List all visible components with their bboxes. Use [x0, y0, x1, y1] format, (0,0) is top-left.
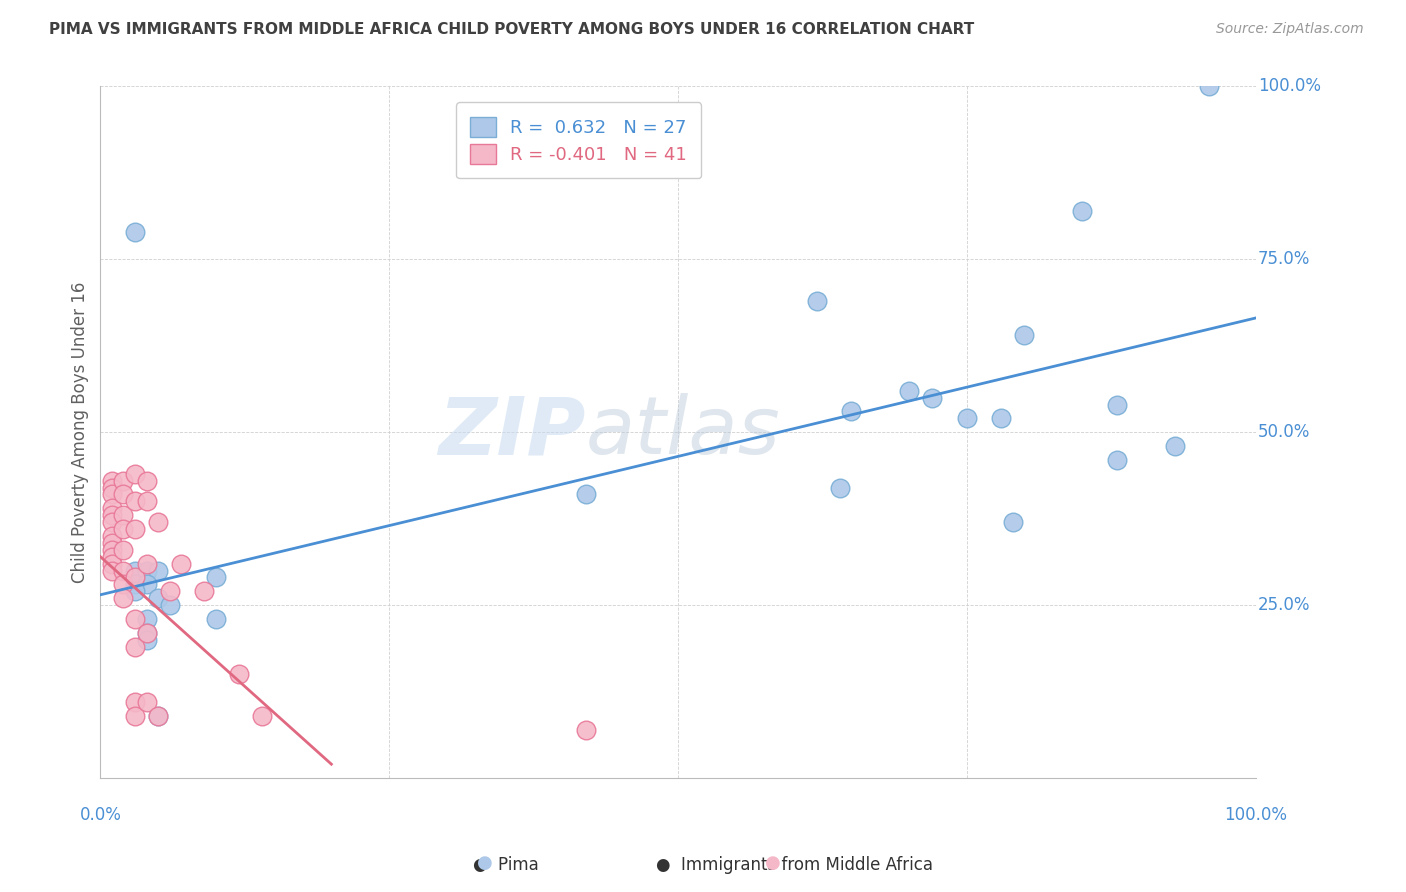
Text: 100.0%: 100.0%: [1225, 805, 1286, 823]
Point: [1001, 515, 1024, 529]
Point: [159, 598, 181, 612]
Point: [146, 708, 169, 723]
Point: [205, 570, 228, 584]
Point: [124, 612, 146, 626]
Point: [897, 384, 920, 398]
Point: [101, 542, 124, 557]
Point: [124, 584, 146, 599]
Point: [1014, 328, 1036, 343]
Point: [146, 564, 169, 578]
Point: [101, 536, 124, 550]
Point: [112, 564, 135, 578]
Point: [124, 695, 146, 709]
Point: [124, 522, 146, 536]
Point: [124, 564, 146, 578]
Point: [135, 625, 157, 640]
Point: [112, 487, 135, 501]
Point: [159, 584, 181, 599]
Point: [112, 591, 135, 606]
Point: [1198, 79, 1220, 94]
Point: [112, 542, 135, 557]
Text: ●  Pima: ● Pima: [474, 856, 538, 874]
Point: [135, 625, 157, 640]
Point: [990, 411, 1012, 425]
Point: [124, 577, 146, 591]
Point: [124, 640, 146, 654]
Point: [839, 404, 862, 418]
Text: 100.0%: 100.0%: [1258, 78, 1320, 95]
Point: [1105, 453, 1128, 467]
Text: 0.0%: 0.0%: [79, 805, 121, 823]
Point: [806, 293, 828, 308]
Point: [956, 411, 979, 425]
Text: ●  Immigrants from Middle Africa: ● Immigrants from Middle Africa: [655, 856, 934, 874]
Point: [146, 515, 169, 529]
Text: ZIP: ZIP: [439, 393, 585, 471]
Point: [574, 723, 596, 737]
Point: [135, 612, 157, 626]
Legend: R =  0.632   N = 27, R = -0.401   N = 41: R = 0.632 N = 27, R = -0.401 N = 41: [456, 103, 702, 178]
Point: [101, 487, 124, 501]
Point: [1071, 203, 1094, 218]
Point: [1163, 439, 1185, 453]
Point: [1105, 398, 1128, 412]
Y-axis label: Child Poverty Among Boys Under 16: Child Poverty Among Boys Under 16: [72, 282, 89, 582]
Point: [135, 632, 157, 647]
Point: [101, 481, 124, 495]
Point: [101, 501, 124, 516]
Point: [250, 708, 273, 723]
Point: [101, 557, 124, 571]
Text: atlas: atlas: [585, 393, 780, 471]
Point: [112, 522, 135, 536]
Point: [124, 708, 146, 723]
Point: [921, 391, 943, 405]
Point: [112, 474, 135, 488]
Point: [124, 467, 146, 481]
Text: 50.0%: 50.0%: [1258, 423, 1310, 442]
Point: [135, 695, 157, 709]
Point: [135, 577, 157, 591]
Point: [101, 508, 124, 523]
Point: [135, 494, 157, 508]
Point: [574, 487, 596, 501]
Point: [828, 481, 851, 495]
Point: [124, 225, 146, 239]
Point: [112, 577, 135, 591]
Point: [112, 508, 135, 523]
Point: [193, 584, 215, 599]
Text: ●: ●: [477, 855, 494, 872]
Point: [228, 667, 250, 681]
Point: [146, 708, 169, 723]
Text: ●: ●: [765, 855, 782, 872]
Point: [135, 564, 157, 578]
Text: 75.0%: 75.0%: [1258, 251, 1310, 268]
Point: [205, 612, 228, 626]
Point: [170, 557, 193, 571]
Text: 25.0%: 25.0%: [1258, 596, 1310, 614]
Point: [101, 564, 124, 578]
Point: [124, 570, 146, 584]
Point: [135, 474, 157, 488]
Point: [101, 549, 124, 564]
Point: [101, 515, 124, 529]
Point: [146, 591, 169, 606]
Text: Source: ZipAtlas.com: Source: ZipAtlas.com: [1216, 22, 1364, 37]
Text: PIMA VS IMMIGRANTS FROM MIDDLE AFRICA CHILD POVERTY AMONG BOYS UNDER 16 CORRELAT: PIMA VS IMMIGRANTS FROM MIDDLE AFRICA CH…: [49, 22, 974, 37]
Point: [124, 494, 146, 508]
Point: [135, 557, 157, 571]
Point: [101, 529, 124, 543]
Point: [101, 474, 124, 488]
